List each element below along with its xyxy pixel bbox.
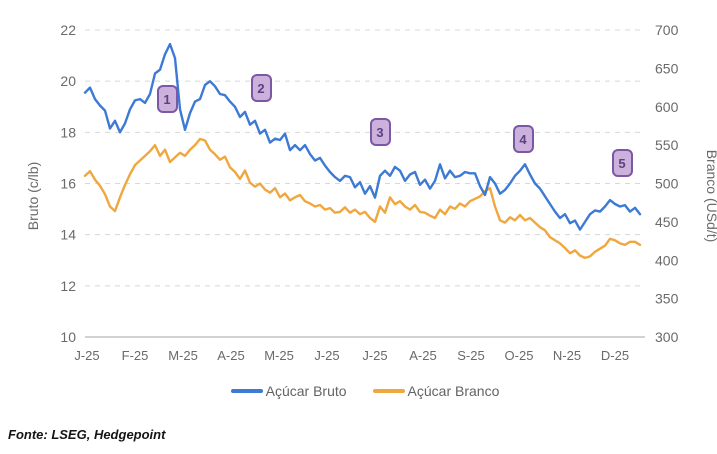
left-axis-tick: 10 [60,329,76,345]
x-axis-label: M-25 [168,348,198,363]
legend-item-acucar-branco[interactable]: Açúcar Branco [372,383,500,399]
legend-label-acucar-bruto: Açúcar Bruto [265,383,347,399]
annotation-marker-3[interactable]: 3 [369,118,391,146]
right-axis-tick: 700 [655,22,679,38]
x-axis-label: F-25 [122,348,149,363]
right-axis-title: Branco (USd/t) [704,150,717,243]
x-axis-label: J-25 [314,348,339,363]
annotation-marker-2[interactable]: 2 [250,74,272,102]
left-axis-tick: 22 [60,22,76,38]
annotation-marker-1[interactable]: 1 [156,85,178,113]
x-axis-labels: J-25 F-25 M-25 A-25 M-25 J-25 J-25 A-25 S-25 O-25… [74,348,629,363]
x-axis-label: A-25 [217,348,244,363]
chart-legend: Açúcar Bruto Açúcar Branco [85,383,645,399]
legend-swatch-branco-line [372,389,405,393]
right-axis-tick: 350 [655,291,679,307]
series-line-branco [83,137,642,260]
left-axis-tick: 14 [60,227,76,243]
left-axis-tick: 20 [60,73,76,89]
series-lines [83,42,642,260]
legend-item-acucar-bruto[interactable]: Açúcar Bruto [230,383,347,399]
x-axis-label: O-25 [505,348,534,363]
source-note: Fonte: LSEG, Hedgepoint [8,427,166,442]
series-line-bruto [83,42,642,231]
right-axis-tick-labels: 700 650 600 550 500 450 400 350 300 [655,22,679,345]
x-axis-label: J-25 [362,348,387,363]
legend-label-acucar-branco: Açúcar Branco [407,383,500,399]
right-axis-tick: 600 [655,99,679,115]
x-axis-label: A-25 [409,348,436,363]
left-axis-tick: 18 [60,124,76,140]
x-axis-label: N-25 [553,348,581,363]
x-axis-label: S-25 [457,348,484,363]
right-axis-tick: 450 [655,214,679,230]
annotation-marker-5[interactable]: 5 [611,149,633,177]
legend-swatch-bruto-line [230,389,263,393]
left-axis-tick: 16 [60,176,76,192]
right-axis-tick: 650 [655,60,679,76]
left-axis-title: Bruto (c/lb) [25,162,41,230]
x-axis-label: J-25 [74,348,99,363]
right-axis-tick: 300 [655,329,679,345]
right-axis-tick: 500 [655,176,679,192]
right-axis-tick: 400 [655,252,679,268]
right-axis-tick: 550 [655,137,679,153]
x-axis-label: D-25 [601,348,629,363]
annotation-marker-4[interactable]: 4 [512,125,534,153]
left-axis-tick-labels: 22 20 18 16 14 12 10 [60,22,76,345]
x-axis-label: M-25 [264,348,294,363]
left-axis-tick: 12 [60,278,76,294]
